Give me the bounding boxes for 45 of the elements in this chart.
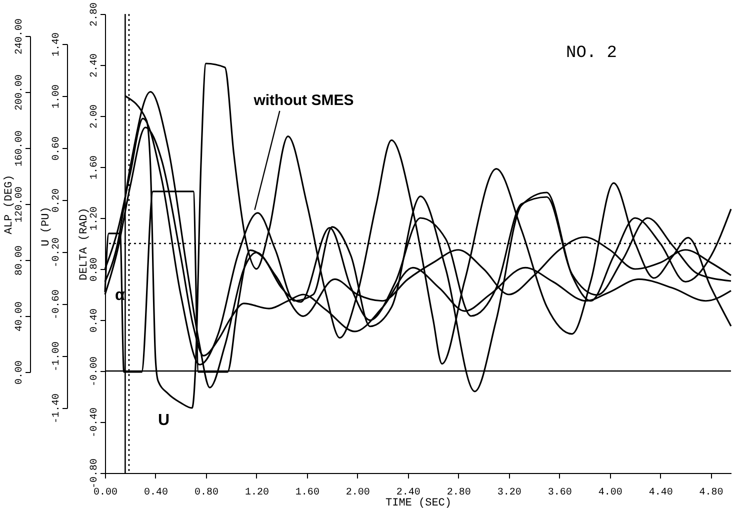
y2-tick-label: -1.00 bbox=[52, 341, 62, 372]
y3-tick-label: 80.00 bbox=[14, 245, 26, 276]
y-axis-title: DELTA (RAD) bbox=[78, 208, 90, 280]
y3-tick-label: 120.00 bbox=[14, 186, 26, 223]
x-tick-label: 2.40 bbox=[396, 488, 420, 498]
y3-tick-label: 160.00 bbox=[14, 130, 26, 167]
x-tick-label: 3.20 bbox=[497, 488, 522, 498]
y3-tick-label: 200.00 bbox=[14, 74, 26, 111]
annotation: U bbox=[158, 412, 170, 429]
x-tick-label: 2.00 bbox=[346, 488, 370, 498]
y-tick-label: 2.80 bbox=[90, 2, 100, 27]
y2-axis-title: U (PU) bbox=[40, 206, 52, 246]
x-axis-title: TIME (SEC) bbox=[385, 498, 452, 508]
y2-tick-label: 0.60 bbox=[52, 136, 62, 161]
x-tick-label: 1.60 bbox=[295, 488, 320, 498]
y2-tick-label: -0.20 bbox=[52, 237, 62, 268]
y2-tick-label: 0.20 bbox=[52, 188, 62, 213]
y2-tick-label: 1.00 bbox=[52, 84, 62, 109]
x-tick-label: 3.60 bbox=[548, 488, 572, 498]
y-tick-label: 0.80 bbox=[90, 257, 100, 282]
x-tick-label: 0.80 bbox=[194, 488, 218, 498]
annotation: NO. 2 bbox=[566, 44, 618, 63]
x-tick-label: 4.40 bbox=[648, 488, 673, 498]
y-tick-label: -0.40 bbox=[90, 407, 100, 438]
y-tick-label: 2.00 bbox=[90, 104, 100, 129]
y-tick-label: -0.00 bbox=[90, 356, 100, 387]
x-tick-label: 0.40 bbox=[144, 488, 168, 498]
y-tick-label: 1.20 bbox=[90, 206, 100, 231]
annotation: without SMES bbox=[252, 92, 354, 109]
x-tick-label: 4.00 bbox=[598, 488, 622, 498]
x-tick-label: 4.80 bbox=[699, 488, 724, 498]
x-tick-label: 2.80 bbox=[446, 488, 471, 498]
y3-tick-label: 40.00 bbox=[14, 301, 26, 332]
y3-tick-label: 240.00 bbox=[14, 18, 26, 55]
y2-tick-label: -0.60 bbox=[52, 289, 62, 320]
y-tick-label: 0.40 bbox=[90, 308, 100, 333]
x-tick-label: 0.00 bbox=[93, 488, 118, 498]
y3-tick-label: 0.00 bbox=[14, 360, 26, 385]
y3-axis-title: ALP (DEG) bbox=[4, 174, 16, 234]
y-tick-label: 1.60 bbox=[90, 155, 100, 180]
y2-tick-label: -1.40 bbox=[52, 393, 62, 424]
y2-tick-label: 1.40 bbox=[52, 32, 62, 57]
x-tick-label: 1.20 bbox=[244, 488, 269, 498]
y-tick-label: 2.40 bbox=[90, 53, 100, 78]
y-tick-label: -0.80 bbox=[90, 458, 100, 489]
